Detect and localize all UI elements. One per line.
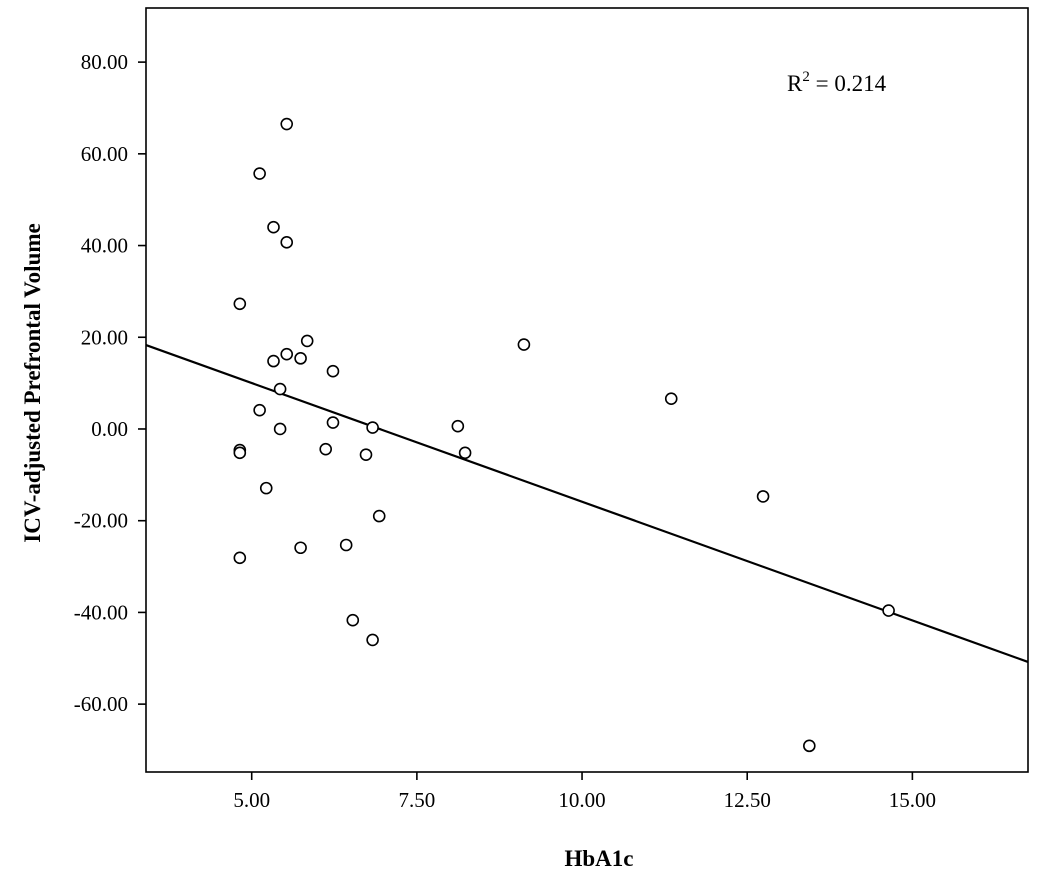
data-point [273,422,287,436]
data-point [366,633,379,647]
y-tick-label: 80.00 [81,50,128,74]
y-tick-label: 40.00 [81,234,128,258]
y-tick-label: 0.00 [91,417,128,441]
data-point [294,541,307,555]
regression-line-group [145,344,1029,663]
chart-labels: R2 = 0.214 HbA1c ICV-adjusted Prefrontal… [20,69,887,871]
data-point [756,490,770,503]
data-point [882,604,895,617]
x-tick-label: 5.00 [233,788,270,812]
r-squared-superscript: 2 [802,69,810,85]
y-tick-label: -40.00 [74,600,128,624]
data-point [267,220,280,234]
data-point [326,416,340,429]
data-point [664,392,678,406]
x-tick-label: 7.50 [399,788,436,812]
data-point [326,364,340,378]
data-point [300,334,314,348]
data-point [253,167,266,180]
data-point [233,297,247,311]
data-point [280,347,294,361]
data-point [366,421,379,434]
data-point [280,117,294,131]
data-point [359,448,373,461]
data-point [319,442,333,456]
data-point [458,446,472,460]
regression-line [145,344,1029,663]
r-squared-annotation: R2 = 0.214 [787,69,887,96]
data-point [273,382,287,396]
data-point [346,613,360,627]
y-axis-title: ICV-adjusted Prefrontal Volume [20,223,45,542]
data-point [517,338,531,351]
data-point [451,419,465,433]
data-point [233,446,247,460]
data-point [339,538,353,552]
data-point [280,236,294,249]
data-point [294,352,307,365]
axes [145,7,1029,773]
data-point [233,551,247,565]
y-tick-label: -60.00 [74,692,128,716]
data-point [803,739,816,753]
x-tick-label: 10.00 [558,788,605,812]
x-tick-label: 12.50 [724,788,771,812]
data-point [372,509,386,523]
data-point [267,354,280,368]
y-tick-label: 60.00 [81,142,128,166]
y-tick-label: -20.00 [74,509,128,533]
y-tick-label: 20.00 [81,325,128,349]
axis-ticks: 5.00 7.50 10.00 12.50 15.0080.0060.0040.0020… [74,50,936,812]
x-axis-title: HbA1c [565,846,634,871]
r-squared-symbol: R [787,71,803,96]
plot-frame [145,7,1029,773]
data-points [233,117,895,753]
r-squared-value: = 0.214 [810,71,887,96]
x-tick-label: 15.00 [889,788,936,812]
data-point [259,481,273,495]
data-point [253,403,266,417]
